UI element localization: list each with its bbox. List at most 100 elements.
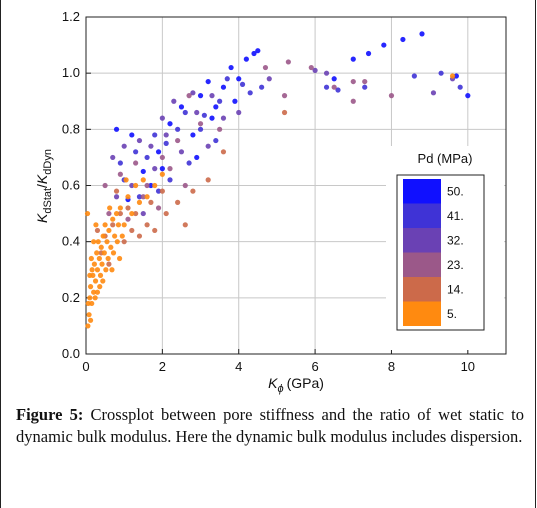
data-point (243, 56, 249, 62)
data-point (89, 267, 95, 273)
data-point (98, 244, 104, 250)
data-point (117, 171, 123, 177)
data-point (197, 93, 204, 99)
legend-label: 50. (447, 184, 464, 198)
data-point (159, 166, 165, 172)
data-point (106, 261, 112, 267)
legend-swatch (403, 277, 441, 302)
data-point (281, 109, 288, 116)
data-point (163, 140, 169, 146)
y-tick-label: 0.2 (62, 290, 80, 305)
data-point (148, 143, 154, 149)
data-point (125, 216, 131, 222)
data-point (117, 160, 123, 166)
data-point (106, 227, 112, 234)
data-point (133, 160, 139, 166)
data-point (104, 239, 110, 245)
data-point (335, 87, 341, 93)
data-point (159, 171, 165, 177)
data-point (101, 250, 107, 256)
data-point (155, 149, 162, 155)
data-point (228, 64, 234, 71)
data-point (163, 210, 169, 217)
data-point (140, 194, 146, 200)
legend-swatch (403, 252, 441, 277)
data-point (107, 205, 113, 211)
x-tick-label: 10 (461, 359, 475, 374)
data-point (94, 227, 101, 234)
data-point (163, 132, 169, 138)
data-point (465, 93, 471, 99)
data-point (152, 227, 158, 234)
data-point (232, 98, 238, 104)
data-point (220, 84, 227, 90)
data-point (140, 210, 146, 217)
data-point (103, 267, 109, 273)
data-point (182, 109, 188, 116)
legend-label: 5. (447, 307, 457, 321)
data-point (85, 323, 91, 329)
y-tick-label: 1.2 (62, 9, 80, 24)
data-point (121, 143, 127, 149)
data-point (91, 239, 97, 245)
data-point (197, 126, 204, 132)
data-point (95, 239, 101, 245)
data-point (175, 199, 181, 205)
data-point (175, 126, 181, 132)
data-point (430, 90, 437, 96)
data-point (251, 50, 257, 57)
data-point (190, 188, 196, 194)
data-point (323, 84, 330, 90)
data-point (175, 137, 181, 144)
data-point (148, 199, 154, 205)
data-point (87, 272, 93, 278)
data-point (362, 84, 368, 90)
data-point (350, 98, 356, 104)
data-point (365, 50, 372, 57)
data-point (220, 115, 227, 121)
data-point (91, 261, 97, 267)
data-point (97, 272, 104, 278)
data-point (92, 295, 98, 301)
data-point (155, 205, 162, 211)
data-point (144, 194, 150, 200)
data-point (190, 90, 196, 96)
data-point (259, 84, 265, 90)
data-point (331, 84, 337, 90)
data-point (186, 160, 192, 166)
data-point (236, 76, 242, 82)
data-point (182, 182, 188, 189)
data-point (129, 182, 135, 189)
data-point (108, 244, 114, 250)
data-point (87, 284, 94, 290)
data-point (140, 168, 146, 175)
data-point (144, 222, 150, 228)
data-point (209, 115, 215, 121)
data-point (205, 177, 211, 183)
data-point (106, 210, 112, 217)
data-point (133, 210, 139, 217)
y-tick-label: 1.0 (62, 65, 80, 80)
caption-text: Crossplot between pore stiffness and the… (16, 405, 525, 446)
data-point (152, 166, 158, 172)
data-point (94, 250, 100, 256)
data-point (419, 31, 425, 37)
data-point (109, 267, 115, 273)
caption-label: Figure 5: (16, 405, 84, 424)
legend-label: 32. (447, 233, 464, 247)
data-point (121, 239, 127, 245)
data-point (323, 70, 330, 76)
data-point (190, 132, 196, 138)
legend-swatch (403, 179, 441, 204)
data-point (457, 84, 463, 90)
x-tick-label: 4 (235, 359, 242, 374)
data-point (224, 76, 230, 82)
data-point (110, 250, 117, 256)
data-point (102, 222, 108, 228)
data-point (262, 64, 269, 71)
y-tick-label: 0.0 (62, 346, 80, 361)
data-point (129, 210, 135, 217)
y-tick-label: 0.4 (62, 234, 80, 249)
data-point (102, 182, 108, 189)
data-point (100, 233, 106, 239)
